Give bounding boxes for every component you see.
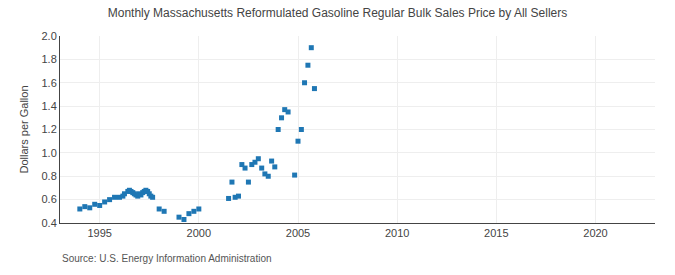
svg-text:1.0: 1.0 [42,147,57,159]
svg-text:Dollars per Gallon: Dollars per Gallon [18,85,30,173]
svg-text:2020: 2020 [583,227,607,239]
svg-text:1.2: 1.2 [42,123,57,135]
svg-text:1.8: 1.8 [42,53,57,65]
svg-text:2015: 2015 [484,227,508,239]
svg-text:1.6: 1.6 [42,77,57,89]
svg-text:0.8: 0.8 [42,170,57,182]
svg-text:1995: 1995 [87,227,111,239]
svg-text:2000: 2000 [187,227,211,239]
svg-text:1.4: 1.4 [42,100,57,112]
svg-text:Source: U.S. Energy Informatio: Source: U.S. Energy Information Administ… [62,253,272,264]
svg-text:Monthly Massachusetts Reformul: Monthly Massachusetts Reformulated Gasol… [108,6,568,20]
svg-text:2005: 2005 [286,227,310,239]
svg-text:2010: 2010 [385,227,409,239]
svg-text:2.0: 2.0 [42,30,57,42]
svg-text:0.6: 0.6 [42,193,57,205]
svg-text:0.4: 0.4 [42,217,57,229]
